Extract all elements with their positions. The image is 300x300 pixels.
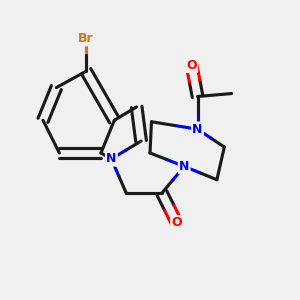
Text: O: O	[186, 59, 197, 72]
Text: O: O	[171, 216, 182, 229]
Text: N: N	[106, 152, 116, 165]
Text: Br: Br	[78, 32, 94, 45]
Text: N: N	[192, 123, 203, 136]
Text: N: N	[179, 160, 189, 173]
